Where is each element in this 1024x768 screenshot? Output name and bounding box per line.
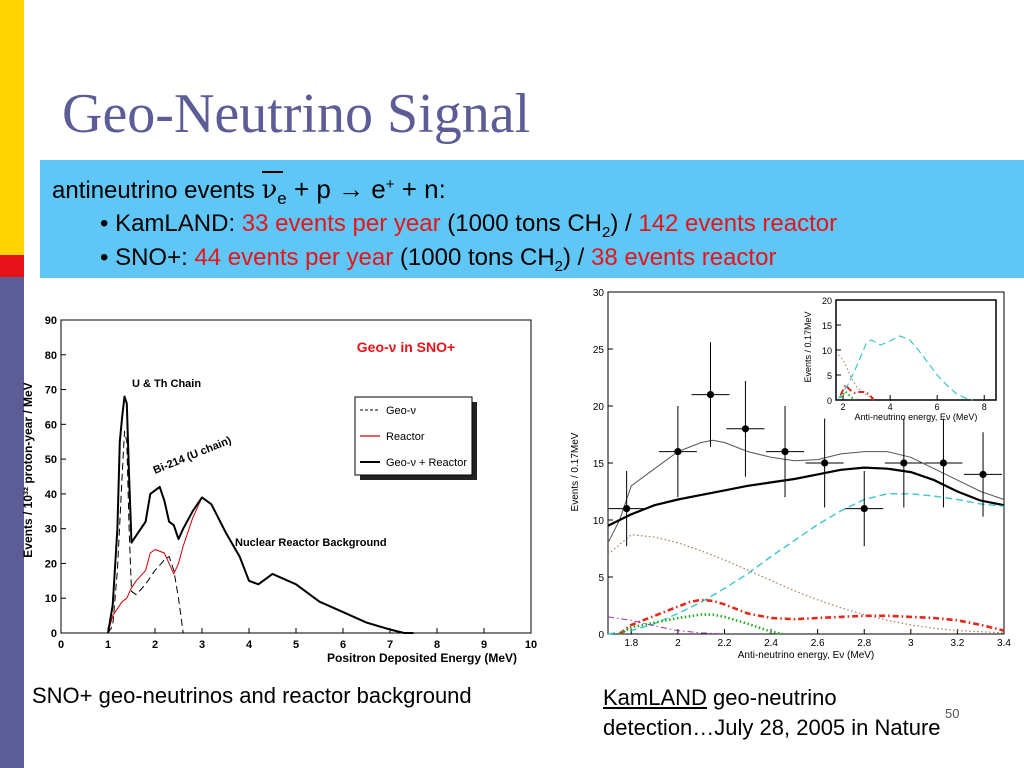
x-tick-label: 2 — [152, 639, 158, 651]
y-tick-label: 15 — [822, 321, 832, 331]
y-tick-label: 90 — [45, 315, 57, 327]
sno-plus-chart: Geo-ν in SNO+ 0 1 2 3 4 5 6 7 8 9 10 0 10 20 30 40 50 60 7… — [21, 315, 537, 665]
series-line-accidental — [838, 354, 877, 400]
series-line-reactor — [837, 335, 973, 401]
legend-label-total: Geo-ν + Reactor — [386, 457, 467, 469]
data-point — [900, 459, 908, 467]
y-tick-label: 70 — [45, 385, 57, 397]
series-line-reactor — [107, 496, 414, 634]
x-tick-label: 3.2 — [950, 638, 964, 649]
x-tick-label: 9 — [481, 639, 487, 651]
series-line-other — [607, 616, 725, 635]
kamland-link[interactable]: KamLAND — [603, 685, 707, 710]
series-line-geo-u — [839, 384, 875, 401]
series-line-geo-th — [618, 613, 783, 636]
y-tick-label: 20 — [593, 402, 605, 413]
data-point — [674, 448, 682, 456]
x-tick-label: 10 — [525, 639, 537, 651]
legend: Geo-ν Reactor Geo-ν + Reactor — [354, 396, 477, 480]
kamland-chart: 1.8 2 2.2 2.4 2.6 2.8 3 3.2 3.4 0 5 10 15 20 25 30 2 4 6 8… — [570, 288, 1011, 661]
x-tick-label: 7 — [387, 639, 393, 651]
left-caption: SNO+ geo-neutrinos and reactor backgroun… — [32, 683, 472, 708]
x-tick-label: 2 — [841, 402, 846, 412]
series-line-accidental — [607, 534, 1005, 634]
x-axis-label: Positron Deposited Energy (MeV) — [327, 651, 517, 665]
x-tick-label: 5 — [293, 639, 299, 651]
series-line-geo- — [107, 430, 184, 634]
x-tick-label: 2.4 — [764, 638, 778, 649]
sno-rate-line: • SNO+: 44 events per year (1000 tons CH… — [100, 244, 777, 275]
chart-title: Geo-ν in SNO+ — [357, 339, 455, 355]
y-tick-label: 15 — [593, 459, 605, 470]
y-tick-label: 60 — [45, 419, 57, 431]
x-tick-label: 1.8 — [624, 638, 638, 649]
annotation-bi214: Bi-214 (U chain) — [152, 434, 234, 476]
x-tick-label: 2.6 — [811, 638, 825, 649]
series-line-total-thin- — [607, 439, 1005, 544]
annotation-reactor-background: Nuclear Reactor Background — [235, 537, 387, 549]
x-axis-label: Anti-neutrino energy, Eν (MeV) — [738, 650, 875, 661]
x-tick-label: 2.2 — [718, 638, 732, 649]
data-point — [706, 391, 715, 399]
y-tick-label: 50 — [45, 454, 57, 466]
reaction-summary-band: antineutrino events νe + p → e+ + n: • K… — [40, 160, 1024, 278]
series-line-total-bold- — [607, 466, 1005, 527]
plot-frame — [835, 299, 997, 401]
right-caption: KamLAND geo-neutrino detection…July 28, … — [603, 685, 941, 740]
series-line-geo-th — [839, 390, 856, 401]
y-tick-label: 5 — [827, 371, 832, 381]
data-point — [939, 459, 948, 467]
inset-y-axis-label: Events / 0.17MeV — [803, 311, 813, 382]
y-tick-label: 10 — [593, 516, 605, 527]
y-tick-label: 30 — [593, 288, 605, 299]
x-tick-label: 4 — [888, 402, 893, 412]
accent-bar-red — [0, 255, 24, 277]
x-tick-label: 3 — [199, 639, 205, 651]
x-tick-label: 6 — [935, 402, 940, 412]
antineutrino-symbol: ν — [261, 175, 278, 205]
accent-bar-yellow — [0, 0, 24, 255]
y-tick-label: 20 — [822, 296, 832, 306]
slide-title: Geo-Neutrino Signal — [62, 83, 531, 145]
annotation-u-th-chain: U & Th Chain — [132, 378, 201, 390]
x-tick-label: 3 — [908, 638, 914, 649]
data-point — [860, 505, 868, 513]
y-tick-label: 0 — [827, 396, 832, 406]
x-tick-label: 6 — [340, 639, 346, 651]
y-tick-label: 25 — [593, 345, 605, 356]
series-line-reactor — [607, 493, 1005, 635]
data-point — [741, 425, 750, 433]
y-tick-label: 10 — [822, 346, 832, 356]
legend-label-reactor: Reactor — [386, 431, 425, 443]
reaction-line: antineutrino events νe + p → e+ + n: — [52, 174, 446, 208]
y-tick-label: 0 — [598, 630, 604, 641]
accent-bar-blue — [0, 277, 24, 768]
y-tick-label: 0 — [51, 628, 57, 640]
data-point — [781, 448, 789, 456]
data-point — [979, 470, 987, 478]
page-number: 50 — [945, 706, 960, 721]
x-tick-label: 1 — [105, 639, 111, 651]
data-point — [821, 459, 829, 467]
inset-x-axis-label: Anti-neutrino energy, Eν (MeV) — [855, 412, 978, 422]
y-tick-label: 20 — [45, 558, 57, 570]
x-tick-label: 8 — [434, 639, 440, 651]
y-axis-label: Events / 0.17MeV — [570, 432, 581, 511]
kamland-rate-line: • KamLAND: 33 events per year (1000 tons… — [100, 210, 838, 241]
data-point — [623, 505, 631, 513]
y-tick-label: 10 — [45, 593, 57, 605]
x-tick-label: 3.4 — [997, 638, 1011, 649]
y-tick-label: 30 — [45, 524, 57, 536]
y-axis-label: Events / 10³² proton-year / MeV — [21, 382, 35, 557]
x-tick-label: 2.8 — [857, 638, 871, 649]
y-tick-label: 80 — [45, 350, 57, 362]
series-line-geo-reactor — [107, 395, 414, 634]
x-tick-label: 2 — [675, 638, 681, 649]
x-tick-label: 0 — [58, 639, 64, 651]
legend-label-geo: Geo-ν — [386, 405, 416, 417]
x-tick-label: 8 — [982, 402, 987, 412]
y-tick-label: 5 — [598, 573, 604, 584]
x-tick-label: 4 — [246, 639, 253, 651]
y-tick-label: 40 — [45, 489, 57, 501]
